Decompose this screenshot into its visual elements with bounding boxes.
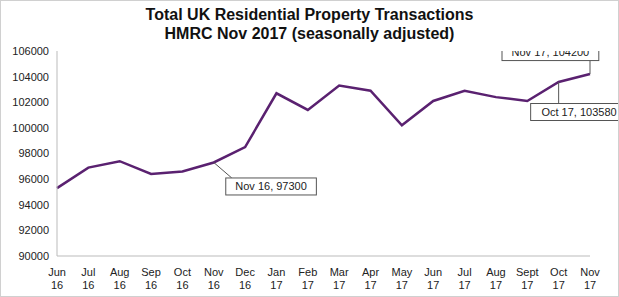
svg-text:Dec16: Dec16 <box>235 266 255 291</box>
svg-text:90000: 90000 <box>18 250 49 262</box>
svg-text:96000: 96000 <box>18 173 49 185</box>
svg-text:Sept17: Sept17 <box>516 266 539 291</box>
svg-text:Jul17: Jul17 <box>458 266 472 291</box>
svg-text:92000: 92000 <box>18 224 49 236</box>
svg-text:Oct16: Oct16 <box>174 266 191 291</box>
svg-text:Nov 16, 97300: Nov 16, 97300 <box>235 180 307 192</box>
svg-text:102000: 102000 <box>12 96 49 108</box>
svg-text:Mar17: Mar17 <box>330 266 349 291</box>
svg-text:100000: 100000 <box>12 122 49 134</box>
svg-text:Sep16: Sep16 <box>141 266 161 291</box>
svg-text:Oct 17, 103580: Oct 17, 103580 <box>541 106 611 118</box>
svg-text:Jun16: Jun16 <box>48 266 66 291</box>
html-text:Total UK Residential Property: Total UK Residential Property Transactio… <box>145 6 474 23</box>
svg-text:98000: 98000 <box>18 147 49 159</box>
svg-text:May17: May17 <box>391 266 412 291</box>
svg-text:Jan17: Jan17 <box>268 266 286 291</box>
svg-text:Oct17: Oct17 <box>550 266 567 291</box>
svg-text:104000: 104000 <box>12 71 49 83</box>
svg-text:Nov16: Nov16 <box>204 266 224 291</box>
svg-text:Aug16: Aug16 <box>110 266 130 291</box>
svg-text:106000: 106000 <box>12 45 49 57</box>
svg-text:Jul16: Jul16 <box>81 266 95 291</box>
svg-text:Jun17: Jun17 <box>424 266 442 291</box>
svg-text:94000: 94000 <box>18 199 49 211</box>
svg-text:Aug17: Aug17 <box>486 266 506 291</box>
svg-text:Apr17: Apr17 <box>362 266 379 291</box>
svg-text:Nov17: Nov17 <box>580 266 600 291</box>
html-text:HMRC Nov 2017 (seasonally adju: HMRC Nov 2017 (seasonally adjusted) <box>164 25 455 42</box>
svg-text:Nov 17, 104200: Nov 17, 104200 <box>512 51 590 58</box>
svg-text:Feb17: Feb17 <box>298 266 317 291</box>
